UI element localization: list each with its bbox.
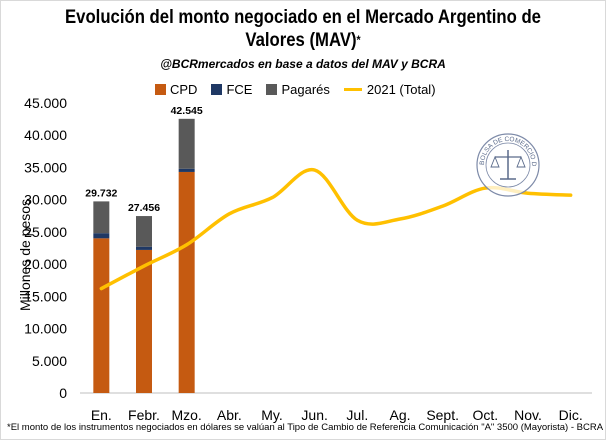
- bar-pagars: [136, 216, 152, 247]
- bar-cpd: [93, 238, 110, 393]
- legend-label-total: 2021 (Total): [366, 81, 436, 97]
- y-tick-label: 40.000: [24, 127, 67, 143]
- legend-label-pagares: Pagarés: [281, 81, 330, 97]
- data-label-total: 42.545: [171, 105, 203, 117]
- x-tick-label: Ag.: [389, 407, 410, 423]
- legend-swatch-fce: [211, 83, 223, 95]
- x-tick-label: My.: [261, 407, 283, 423]
- data-label-total: 29.732: [85, 187, 117, 199]
- data-label-total: 27.456: [128, 202, 160, 214]
- bar-fce: [93, 233, 110, 239]
- legend-label-cpd: CPD: [170, 81, 198, 97]
- chart-subtitle: @BCRmercados en base a datos del MAV y B…: [160, 57, 446, 71]
- chart-title-line2: Valores (MAV): [245, 30, 357, 51]
- y-tick-label: 0: [59, 385, 67, 401]
- bar-cpd: [136, 249, 152, 393]
- x-tick-label: Oct.: [472, 407, 498, 423]
- legend: CPD FCE Pagarés 2021 (Total): [155, 81, 450, 97]
- y-tick-label: 45.000: [24, 95, 67, 111]
- chart-title-line1: Evolución del monto negociado en el Merc…: [65, 7, 541, 28]
- x-tick-label: Jul.: [346, 407, 368, 423]
- bar-pagars: [93, 201, 110, 234]
- bar-pagars: [178, 118, 195, 169]
- legend-label-fce: FCE: [226, 81, 253, 97]
- x-tick-label: En.: [91, 407, 112, 423]
- y-tick-label: 10.000: [24, 321, 67, 337]
- legend-item-cpd: CPD: [155, 82, 197, 97]
- y-tick-label: 30.000: [24, 192, 67, 208]
- y-tick-label: 25.000: [24, 224, 67, 240]
- x-tick-label: Abr.: [217, 407, 242, 423]
- bar-fce: [178, 168, 195, 172]
- y-tick-label: 20.000: [24, 256, 67, 272]
- x-tick-label: Mzo.: [171, 407, 201, 423]
- title-asterisk: *: [356, 33, 361, 47]
- legend-item-total: 2021 (Total): [343, 81, 436, 97]
- x-tick-label: Febr.: [128, 407, 160, 423]
- x-tick-label: Nov.: [514, 407, 542, 423]
- legend-item-fce: FCE: [211, 82, 252, 97]
- x-tick-label: Sept.: [426, 407, 459, 423]
- logo-seal: BOLSA DE COMERCIO DE ROSARIO: [476, 133, 540, 197]
- chart-title: Evolución del monto negociado en el Merc…: [36, 6, 569, 52]
- y-tick-label: 5.000: [32, 353, 67, 369]
- x-tick-label: Jun.: [301, 407, 327, 423]
- bar-fce: [136, 246, 152, 250]
- legend-swatch-cpd: [155, 83, 166, 95]
- bar-cpd: [178, 171, 195, 393]
- footnote: *El monto de los instrumentos negociados…: [7, 422, 604, 433]
- legend-swatch-pagares: [266, 83, 278, 95]
- y-tick-label: 35.000: [24, 159, 67, 175]
- legend-swatch-total: [343, 87, 362, 91]
- y-tick-label: 15.000: [24, 288, 67, 304]
- x-tick-label: Dic.: [559, 407, 583, 423]
- legend-item-pagares: Pagarés: [266, 81, 330, 97]
